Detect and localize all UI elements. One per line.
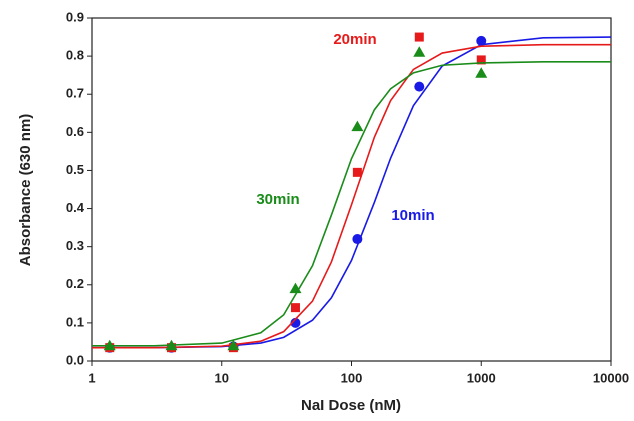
x-tick-label: 1 — [88, 370, 95, 385]
point — [352, 234, 363, 245]
point — [475, 67, 488, 78]
y-tick-label: 0.6 — [66, 124, 84, 139]
y-tick-label: 0.7 — [66, 86, 84, 101]
point — [290, 317, 301, 328]
series-label: 10min — [391, 207, 434, 224]
point — [352, 167, 362, 177]
y-tick-label: 0.4 — [66, 200, 85, 215]
point — [103, 339, 116, 351]
point — [351, 120, 364, 132]
y-tick-label: 0.1 — [66, 314, 84, 329]
x-tick-label: 10000 — [593, 370, 629, 385]
y-tick-label: 0.2 — [66, 276, 84, 291]
point — [414, 32, 424, 42]
y-tick-label: 0.8 — [66, 48, 84, 63]
point — [227, 339, 240, 351]
y-tick-label: 0.5 — [66, 162, 84, 177]
y-axis-label: Absorbance (630 nm) — [17, 114, 34, 267]
point — [413, 46, 426, 57]
point — [476, 55, 486, 65]
point — [476, 35, 487, 46]
fit-line — [92, 36, 612, 349]
x-axis-label: NaI Dose (nM) — [301, 397, 401, 414]
point — [289, 282, 302, 294]
x-tick-label: 10 — [215, 370, 229, 385]
y-tick-label: 0.3 — [66, 238, 84, 253]
series-label: 30min — [256, 191, 299, 208]
y-tick-label: 0.9 — [66, 9, 84, 24]
point — [414, 81, 425, 92]
plot-frame — [91, 17, 612, 362]
point — [290, 303, 300, 313]
fit-line — [92, 43, 611, 349]
series-label: 20min — [333, 31, 376, 48]
point — [165, 339, 178, 351]
y-tick-label: 0.0 — [66, 352, 84, 367]
x-tick-label: 1000 — [467, 370, 496, 385]
fit-line — [92, 61, 611, 347]
x-tick-label: 100 — [341, 370, 363, 385]
